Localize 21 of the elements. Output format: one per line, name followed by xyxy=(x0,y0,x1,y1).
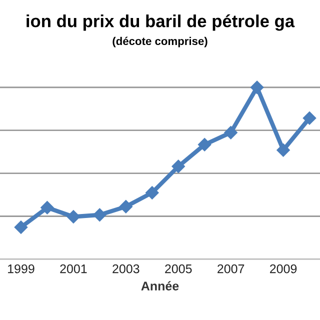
point xyxy=(93,208,106,222)
point xyxy=(198,138,212,152)
x-tick-label: 1999 xyxy=(8,264,34,274)
point xyxy=(119,200,132,214)
point xyxy=(66,210,80,224)
point xyxy=(146,186,159,200)
x-tick-label: 2005 xyxy=(165,264,192,274)
chart-title: ion du prix du baril de pétrole ga xyxy=(26,14,295,31)
point xyxy=(172,160,185,173)
x-axis-title: Année xyxy=(141,281,179,290)
chart-subtitle: (décote comprise) xyxy=(112,36,208,48)
x-tick-label: 2001 xyxy=(60,264,87,274)
point xyxy=(276,144,290,157)
point xyxy=(224,126,238,140)
point xyxy=(302,112,316,125)
x-tick-label: 2009 xyxy=(270,264,297,274)
point xyxy=(14,220,28,234)
point xyxy=(250,80,264,94)
x-tick-label: 2007 xyxy=(218,264,244,274)
point xyxy=(40,201,54,214)
x-tick-label: 2003 xyxy=(112,264,140,274)
